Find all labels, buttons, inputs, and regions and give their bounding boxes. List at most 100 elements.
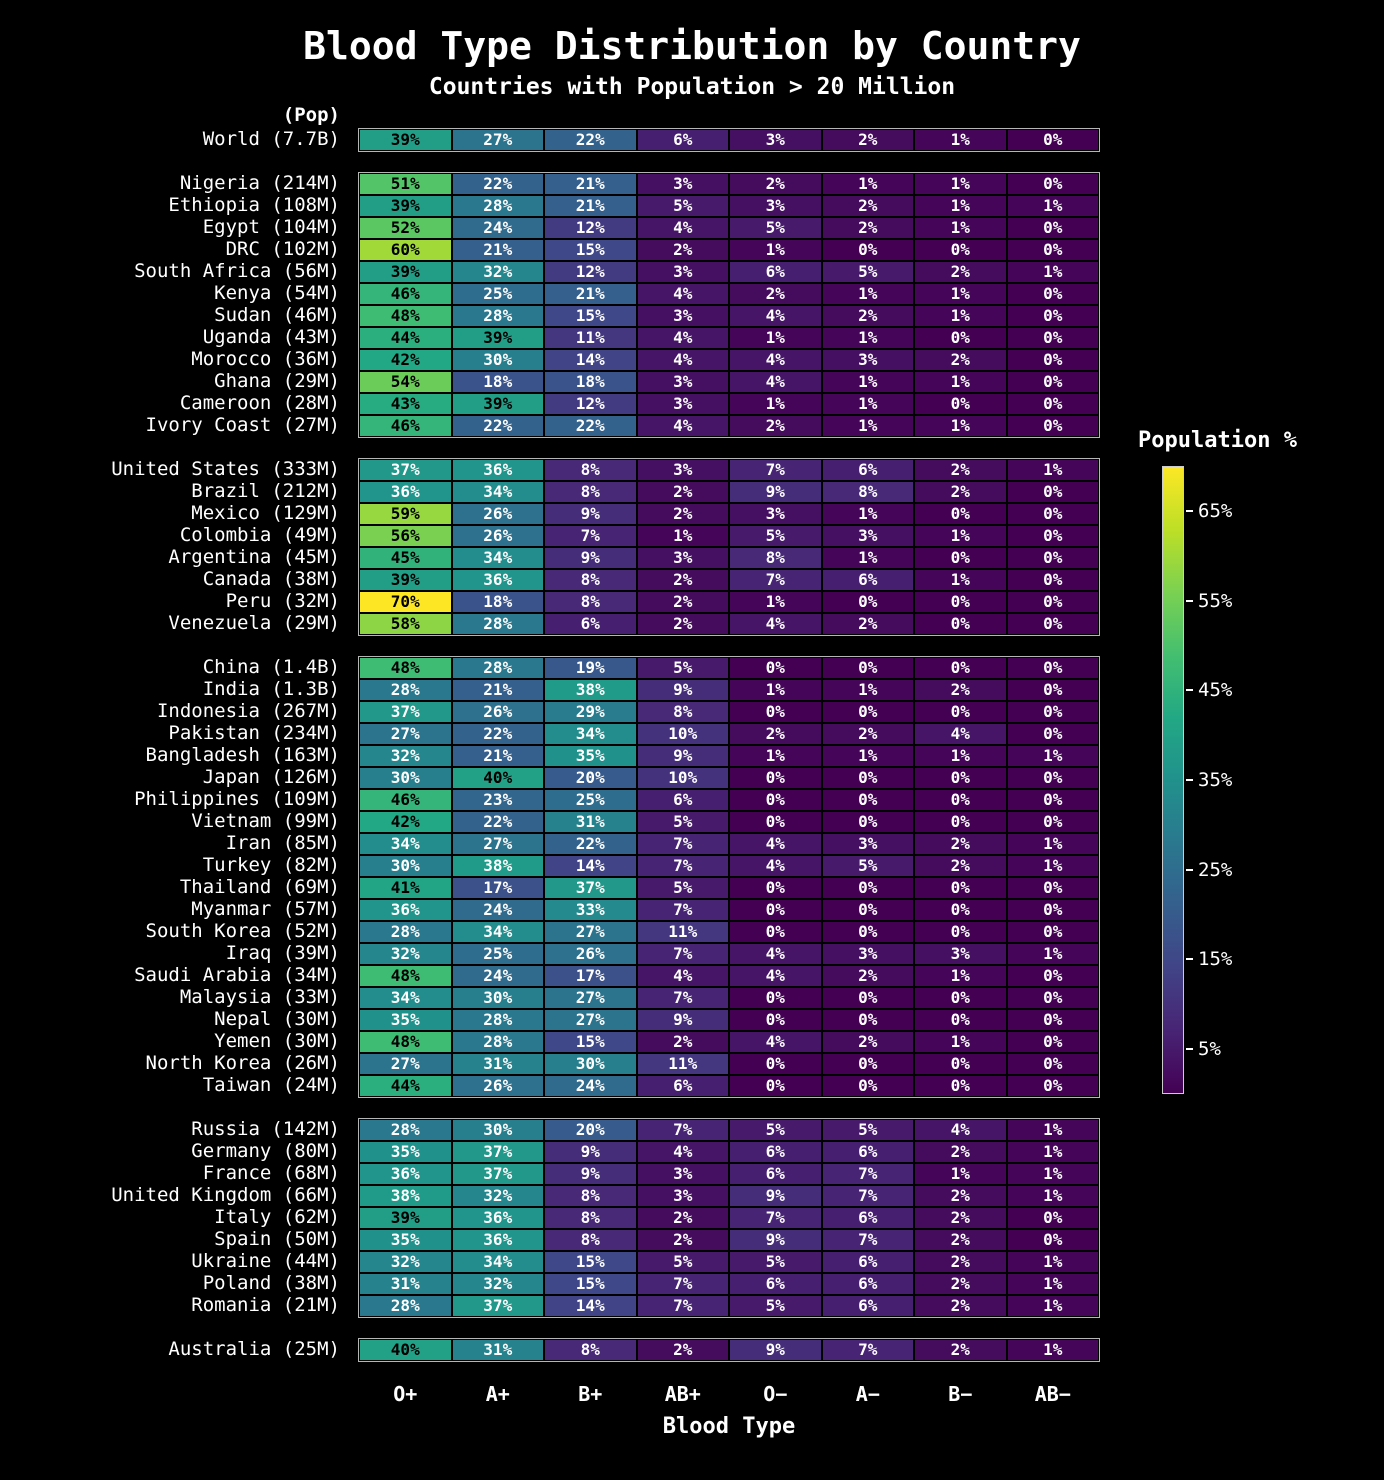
row-label: Mexico (129M) <box>191 502 340 524</box>
heatmap-row-labels: Nigeria (214M) Ethiopia (108M) Egypt (104M… <box>0 172 358 438</box>
heatmap-cell: 8% <box>821 481 914 503</box>
heatmap-cell: 9% <box>729 1229 822 1251</box>
heatmap-row: 46% 22% 22% 4% 2% 1% 1% 0% <box>359 415 1099 437</box>
heatmap-cell: 2% <box>914 1295 1007 1317</box>
heatmap-cell: 0% <box>914 987 1007 1009</box>
heatmap-cell: 34% <box>359 987 452 1009</box>
heatmap-cell: 59% <box>359 503 452 525</box>
heatmap-row: 44% 39% 11% 4% 1% 1% 0% 0% <box>359 327 1099 349</box>
heatmap-cell: 1% <box>729 679 822 701</box>
heatmap-cell: 2% <box>914 1229 1007 1251</box>
heatmap-row: 48% 28% 15% 2% 4% 2% 1% 0% <box>359 1031 1099 1053</box>
heatmap-group: Australia (25M) 40% 31% 8% 2% 9% 7% 2% 1% <box>0 1338 1384 1362</box>
heatmap-cell: 0% <box>1006 283 1099 305</box>
heatmap-cell: 30% <box>451 349 544 371</box>
heatmap-cell: 3% <box>636 261 729 283</box>
heatmap-cell: 0% <box>1006 173 1099 195</box>
heatmap-cell: 1% <box>1006 1141 1099 1163</box>
heatmap-cell: 21% <box>451 745 544 767</box>
row-label: Venezuela (29M) <box>168 612 340 634</box>
heatmap-cell: 0% <box>1006 569 1099 591</box>
heatmap-cell: 25% <box>451 283 544 305</box>
heatmap-cell: 27% <box>359 1053 452 1075</box>
row-label: Canada (38M) <box>202 568 340 590</box>
heatmap-row: 39% 36% 8% 2% 7% 6% 2% 0% <box>359 1207 1099 1229</box>
heatmap-cell: 9% <box>636 745 729 767</box>
row-label: Poland (38M) <box>202 1272 340 1294</box>
x-tick-label: AB+ <box>664 1382 701 1406</box>
heatmap-cell: 2% <box>821 1031 914 1053</box>
heatmap-cell: 2% <box>636 1207 729 1229</box>
heatmap-cell: 34% <box>451 1251 544 1273</box>
heatmap-cell: 4% <box>636 415 729 437</box>
heatmap-cell: 35% <box>544 745 637 767</box>
heatmap-cell: 0% <box>914 789 1007 811</box>
row-label: North Korea (26M) <box>145 1052 340 1074</box>
heatmap-cell: 20% <box>544 1119 637 1141</box>
heatmap-cell: 0% <box>1006 965 1099 987</box>
colorbar-tick-label: 15% <box>1198 948 1233 971</box>
heatmap-row: 44% 26% 24% 6% 0% 0% 0% 0% <box>359 1075 1099 1097</box>
row-label: Nigeria (214M) <box>179 172 340 194</box>
heatmap-cell: 0% <box>1006 877 1099 899</box>
heatmap-cell: 22% <box>544 833 637 855</box>
heatmap-cell: 0% <box>729 1009 822 1031</box>
heatmap-cell: 4% <box>729 855 822 877</box>
heatmap-cell: 0% <box>1006 1009 1099 1031</box>
heatmap-cell: 2% <box>914 481 1007 503</box>
heatmap-cell: 9% <box>636 1009 729 1031</box>
heatmap-cell: 26% <box>451 525 544 547</box>
heatmap-cell: 1% <box>821 745 914 767</box>
heatmap-row: 48% 28% 15% 3% 4% 2% 1% 0% <box>359 305 1099 327</box>
heatmap-row-labels: World (7.7B) <box>0 128 358 152</box>
heatmap-cell: 45% <box>359 547 452 569</box>
heatmap-cell: 3% <box>821 943 914 965</box>
heatmap-cell: 32% <box>359 943 452 965</box>
heatmap-cell: 26% <box>451 701 544 723</box>
row-label: India (1.3B) <box>202 678 340 700</box>
heatmap-cell: 3% <box>729 129 822 151</box>
heatmap-cell: 0% <box>821 899 914 921</box>
heatmap-cell: 0% <box>914 657 1007 679</box>
heatmap-row: 37% 36% 8% 3% 7% 6% 2% 1% <box>359 459 1099 481</box>
heatmap-cell: 27% <box>451 833 544 855</box>
heatmap-cell: 0% <box>1006 503 1099 525</box>
heatmap-row: 40% 31% 8% 2% 9% 7% 2% 1% <box>359 1339 1099 1361</box>
heatmap-cell: 22% <box>544 415 637 437</box>
heatmap-cell: 9% <box>544 547 637 569</box>
heatmap-cell: 2% <box>914 1141 1007 1163</box>
heatmap-cell: 0% <box>1006 129 1099 151</box>
heatmap-cell: 2% <box>914 261 1007 283</box>
heatmap-cell: 0% <box>1006 481 1099 503</box>
heatmap-row: 36% 24% 33% 7% 0% 0% 0% 0% <box>359 899 1099 921</box>
heatmap-cell: 4% <box>729 833 822 855</box>
heatmap-cell: 3% <box>729 195 822 217</box>
heatmap-cell: 1% <box>821 173 914 195</box>
heatmap-cell: 37% <box>451 1163 544 1185</box>
heatmap-cell: 1% <box>914 129 1007 151</box>
heatmap-cell: 26% <box>451 503 544 525</box>
heatmap-cell: 37% <box>451 1141 544 1163</box>
heatmap-cell: 0% <box>821 767 914 789</box>
heatmap-cell: 15% <box>544 305 637 327</box>
heatmap-cell: 8% <box>544 1229 637 1251</box>
heatmap-row: 70% 18% 8% 2% 1% 0% 0% 0% <box>359 591 1099 613</box>
heatmap-cell: 1% <box>729 393 822 415</box>
row-label: Indonesia (267M) <box>156 700 340 722</box>
heatmap-row: 51% 22% 21% 3% 2% 1% 1% 0% <box>359 173 1099 195</box>
heatmap-cell: 28% <box>359 921 452 943</box>
row-label: Iraq (39M) <box>225 942 340 964</box>
heatmap-cell: 34% <box>451 921 544 943</box>
heatmap-cell: 4% <box>729 965 822 987</box>
heatmap-cell: 0% <box>914 921 1007 943</box>
heatmap-cell: 48% <box>359 305 452 327</box>
heatmap-cell: 1% <box>914 195 1007 217</box>
heatmap-cell: 12% <box>544 217 637 239</box>
heatmap-row: 42% 22% 31% 5% 0% 0% 0% 0% <box>359 811 1099 833</box>
heatmap-cell: 0% <box>821 987 914 1009</box>
heatmap-cell: 9% <box>544 503 637 525</box>
heatmap-cell: 0% <box>914 503 1007 525</box>
row-label: World (7.7B) <box>202 128 340 150</box>
heatmap-cell: 7% <box>821 1229 914 1251</box>
heatmap-cell: 5% <box>729 1251 822 1273</box>
